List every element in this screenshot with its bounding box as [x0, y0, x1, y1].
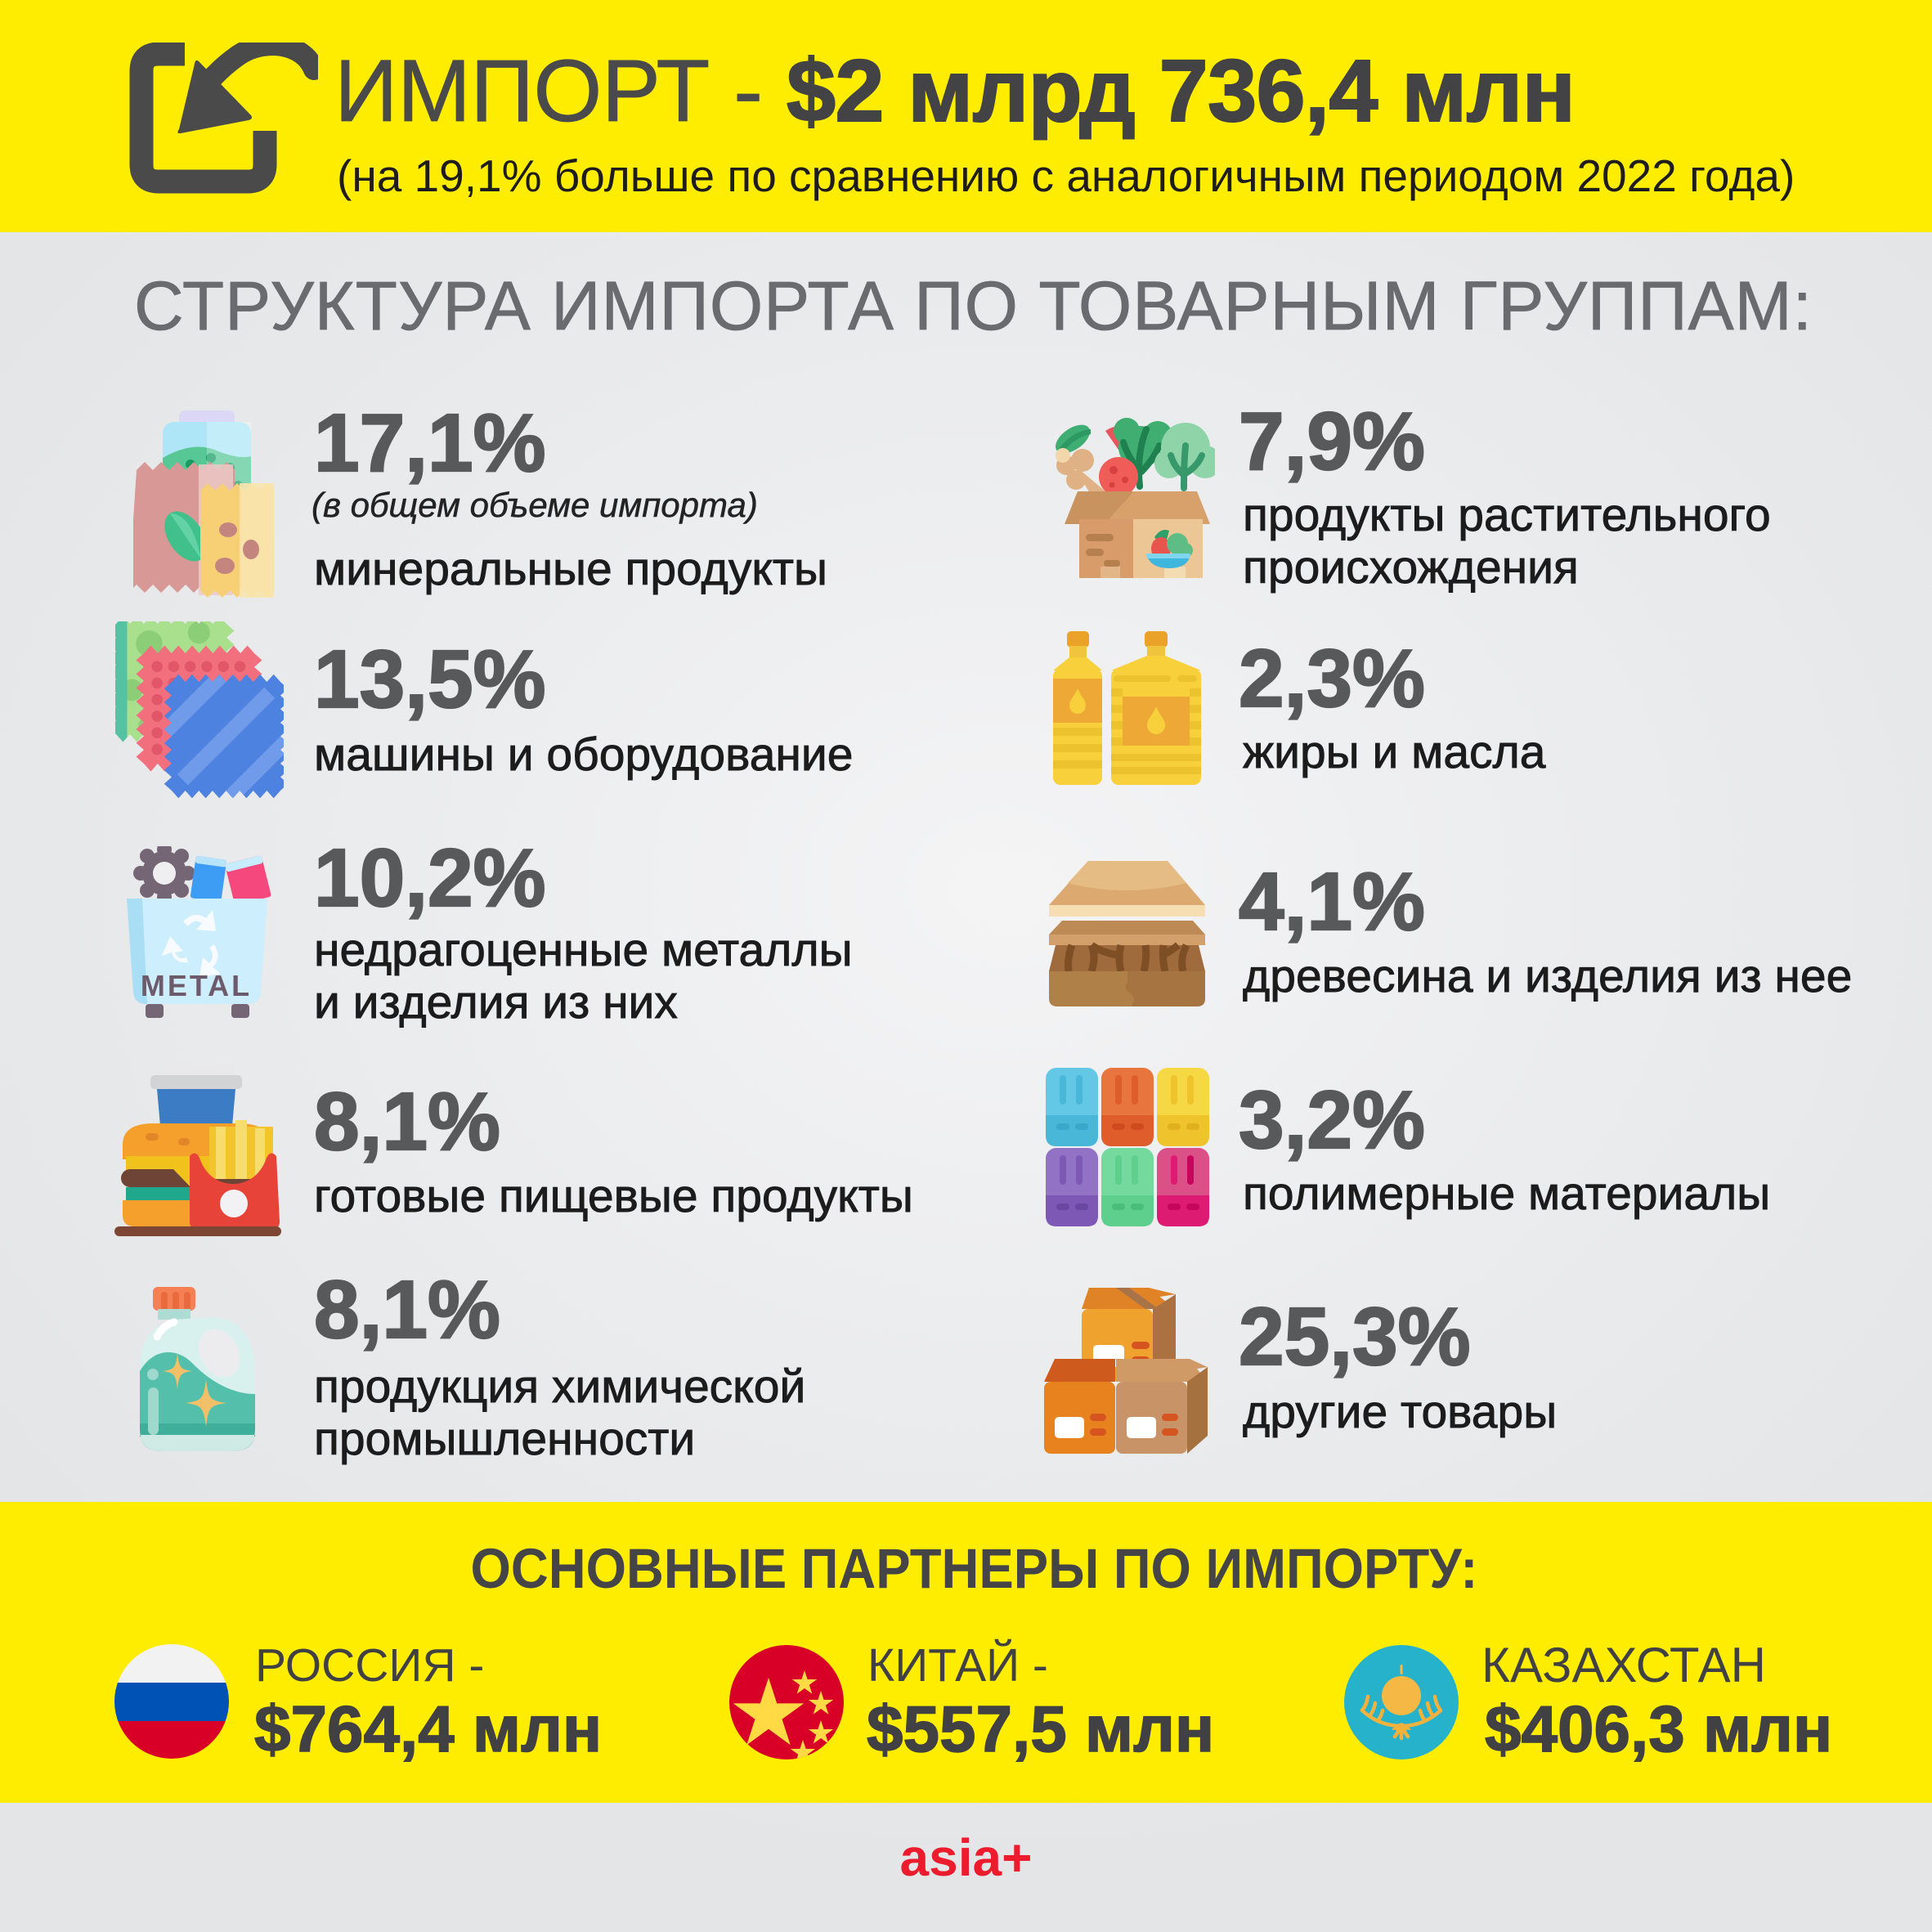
svg-text:METAL: METAL	[141, 969, 252, 1002]
